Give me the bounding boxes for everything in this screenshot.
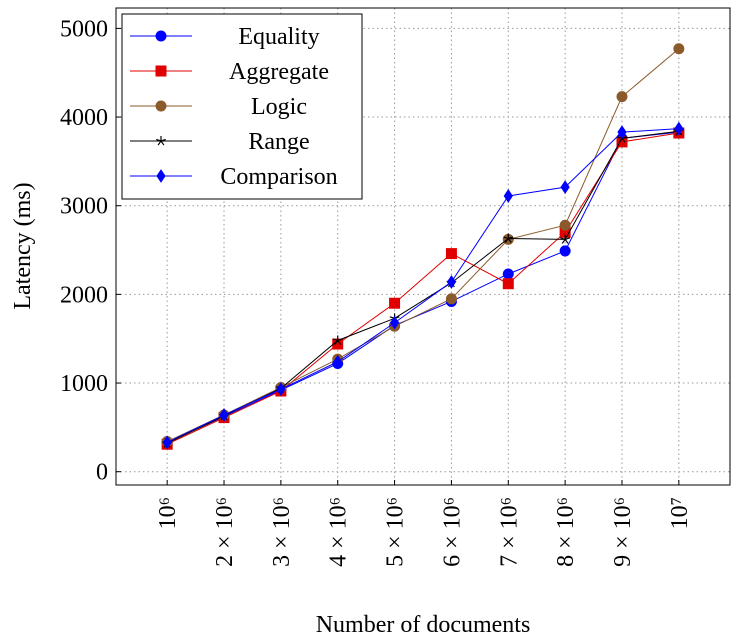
marker bbox=[155, 65, 167, 77]
series-line bbox=[166, 132, 679, 445]
y-tick-label: 3000 bbox=[60, 194, 108, 220]
marker bbox=[617, 125, 627, 140]
y-tick-label: 1000 bbox=[60, 371, 108, 397]
series-line bbox=[166, 48, 680, 443]
series-line bbox=[166, 131, 679, 443]
marker bbox=[616, 91, 628, 103]
marker bbox=[560, 180, 570, 194]
marker bbox=[559, 219, 571, 231]
marker bbox=[219, 408, 229, 422]
marker bbox=[445, 248, 457, 260]
x-tick-label: 4 × 10⁶ bbox=[326, 497, 352, 567]
x-tick-label: 3 × 10⁶ bbox=[269, 497, 295, 567]
marker bbox=[445, 293, 457, 305]
legend-label: Aggregate bbox=[229, 59, 329, 85]
x-tick-label: 9 × 10⁶ bbox=[610, 497, 636, 567]
marker bbox=[276, 382, 286, 397]
y-tick-label: 0 bbox=[96, 460, 108, 486]
marker bbox=[559, 245, 571, 257]
marker bbox=[673, 43, 685, 55]
marker bbox=[389, 315, 400, 330]
y-tick-label: 4000 bbox=[60, 105, 108, 131]
legend-label: Equality bbox=[238, 24, 319, 50]
x-tick-label: 10⁶ bbox=[155, 497, 181, 529]
x-tick-label: 2 × 10⁶ bbox=[212, 497, 238, 567]
x-tick-label: 6 × 10⁶ bbox=[439, 497, 465, 567]
marker bbox=[446, 275, 457, 289]
marker bbox=[156, 169, 166, 183]
marker bbox=[333, 354, 343, 369]
x-tick-label: 5 × 10⁶ bbox=[383, 497, 409, 567]
x-tick-label: 8 × 10⁶ bbox=[553, 497, 579, 567]
x-tick-label: 10⁷ bbox=[667, 497, 693, 529]
marker bbox=[502, 268, 514, 280]
marker bbox=[332, 335, 343, 345]
marker bbox=[155, 100, 167, 112]
y-tick-label: 5000 bbox=[60, 16, 108, 42]
y-tick-label: 2000 bbox=[60, 282, 108, 308]
x-axis-label: Number of documents bbox=[316, 612, 531, 638]
marker bbox=[502, 278, 514, 290]
marker bbox=[156, 136, 166, 146]
marker bbox=[162, 435, 172, 450]
marker bbox=[389, 297, 401, 309]
marker bbox=[503, 233, 514, 243]
legend-label: Logic bbox=[251, 94, 307, 120]
y-axis-label: Latency (ms) bbox=[10, 182, 36, 309]
marker bbox=[155, 30, 167, 42]
marker bbox=[560, 234, 571, 244]
legend-label: Range bbox=[248, 129, 309, 155]
x-tick-label: 7 × 10⁶ bbox=[496, 497, 522, 567]
series-line bbox=[166, 128, 679, 443]
marker bbox=[674, 121, 684, 136]
marker bbox=[503, 189, 513, 203]
plot-frame bbox=[115, 7, 731, 486]
legend-label: Comparison bbox=[220, 164, 337, 190]
